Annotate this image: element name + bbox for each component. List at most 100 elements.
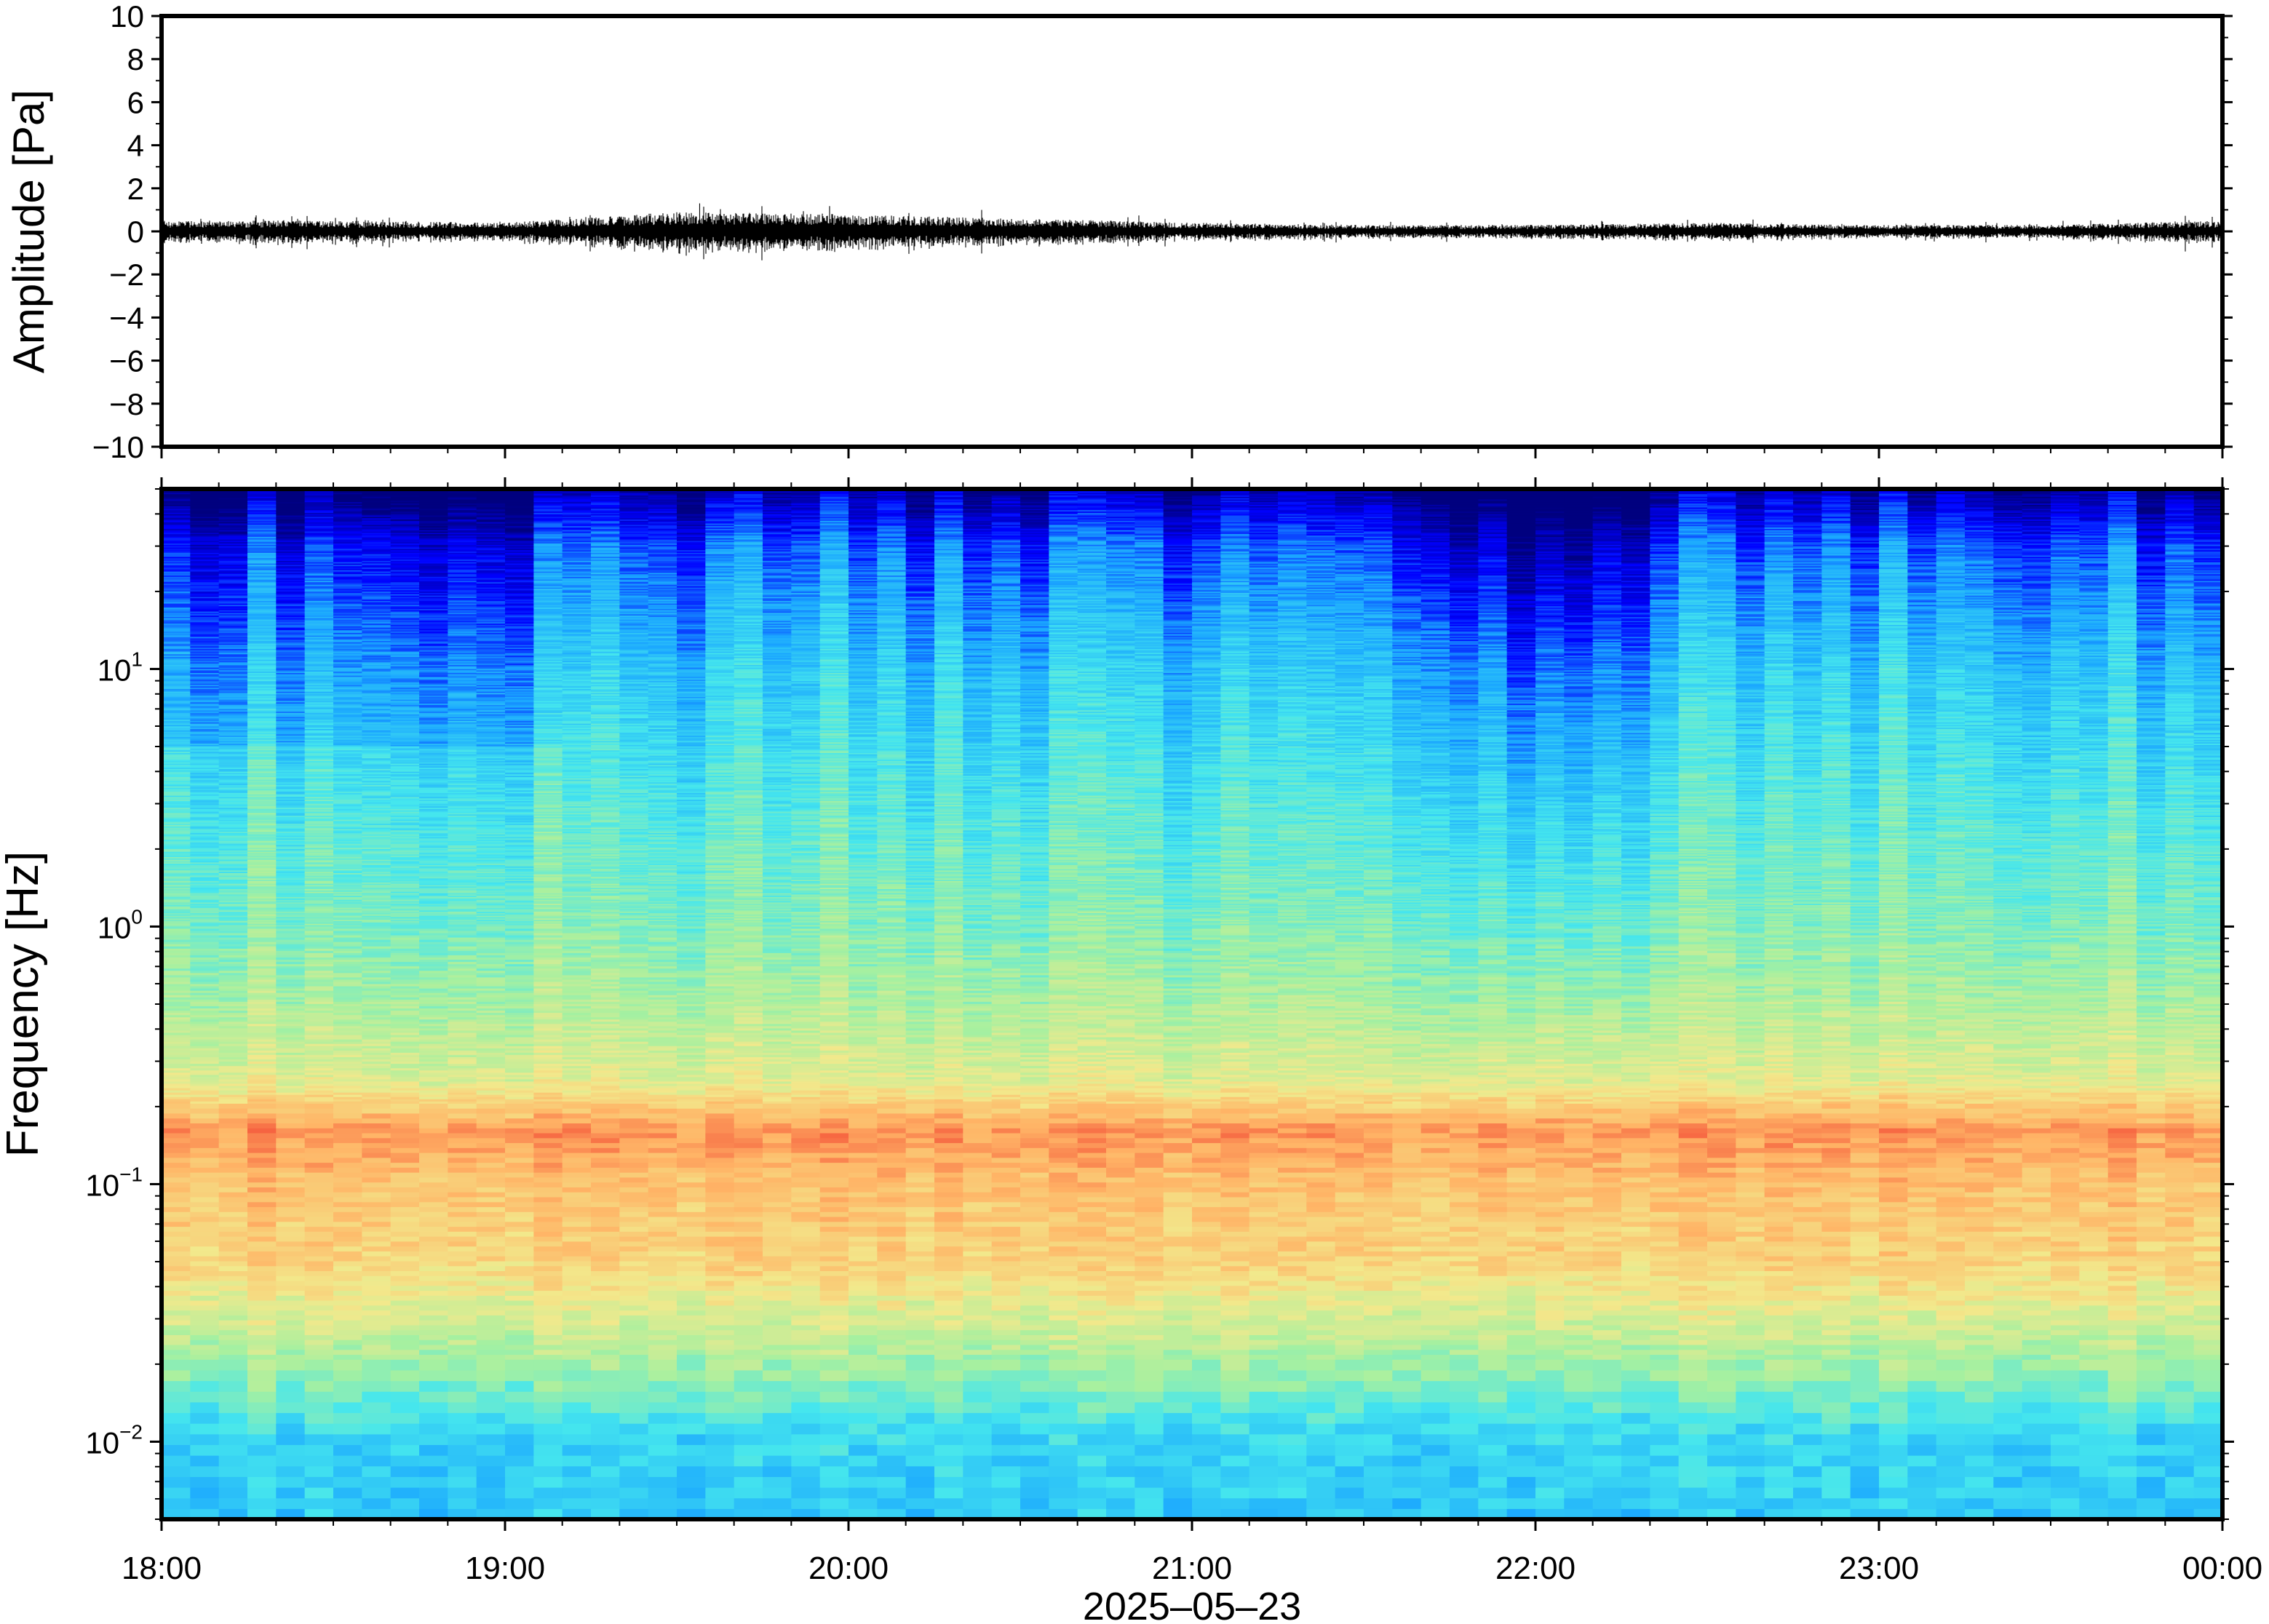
spectrogram-cell [1164,1391,1193,1402]
spectrogram-cell [1965,1498,1994,1509]
spectrogram-cell [276,1423,305,1434]
spectrogram-cell [362,1412,391,1423]
spectrogram-cell [1364,1444,1393,1455]
spectrogram-cell [1736,1455,1765,1466]
spectrogram-cell [2108,1476,2137,1487]
spectrogram-cell [362,1402,391,1413]
spectrogram-cell [1335,1391,1364,1402]
spectrogram-cell [1907,1444,1936,1455]
spectrogram-cell [1765,1487,1794,1498]
spectrogram-cell [1564,1487,1593,1498]
spectrogram-cell [791,1487,820,1498]
spectrogram-cell [705,1402,734,1413]
spectrogram-cell [1306,1466,1335,1477]
spectrogram-cell [190,1423,219,1434]
spectrogram-cell [563,1455,592,1466]
spectrogram-cell [1134,1423,1164,1434]
spectrogram-cell [1306,1434,1335,1445]
spectrogram-cell [1249,1444,1279,1455]
spectrogram-cell [1621,1402,1650,1413]
spectrogram-cell [992,1476,1021,1487]
spectrogram-cell [1164,1466,1193,1477]
spectrogram-cell [1736,1444,1765,1455]
spectrogram-cell [477,1434,506,1445]
spectrogram-cell [906,1498,935,1509]
spectrogram-cell [505,1498,534,1509]
spectrogram-cell [2051,1466,2080,1477]
spectrogram-cell [677,1476,706,1487]
spectrogram-cell [1020,1498,1049,1509]
spectrogram-cell [820,1455,849,1466]
spectrogram-cell [906,1466,935,1477]
spectrogram-cell [533,1402,563,1413]
spectrogram-cell [1965,1476,1994,1487]
spectrogram-cell [963,1455,992,1466]
spectrogram-cell [1421,1498,1450,1509]
spectrogram-cell [333,1498,362,1509]
spectrogram-cell [477,1423,506,1434]
spectrogram-cell [419,1455,448,1466]
spectrogram-cell [1364,1402,1393,1413]
spectrogram-cell [591,1423,620,1434]
spectrogram-cell [1020,1455,1049,1466]
amplitude-axis-label: Amplitude [Pa] [4,89,53,373]
spectrogram-cell [619,1434,648,1445]
spectrogram-cell [1450,1476,1479,1487]
spectrogram-cell [2165,1444,2194,1455]
spectrogram-cell [1736,1476,1765,1487]
spectrogram-cell [391,1402,420,1413]
spectrogram-cell [591,1391,620,1402]
spectrogram-cell [619,1487,648,1498]
spectrogram-cell [533,1487,563,1498]
spectrogram-cell [162,1434,191,1445]
spectrogram-cell [791,1434,820,1445]
spectrogram-cell [820,1412,849,1423]
spectrogram-cell [1249,1391,1279,1402]
spectrogram-cell [1134,1466,1164,1477]
spectrogram-cell [190,1487,219,1498]
spectrogram-cell [2194,1434,2223,1445]
spectrogram-cell [1392,1402,1421,1413]
spectrogram-cell [533,1444,563,1455]
spectrogram-cell [1335,1455,1364,1466]
spectrogram-cell [677,1455,706,1466]
spectrogram-cell [1907,1476,1936,1487]
spectrogram-cell [333,1412,362,1423]
spectrogram-cell [877,1487,906,1498]
spectrogram-cell [1421,1423,1450,1434]
spectrogram-cell [1679,1423,1708,1434]
spectrogram-cell [648,1434,677,1445]
spectrogram-cell [2194,1444,2223,1455]
spectrogram-cell [1821,1455,1851,1466]
spectrogram-cell [1278,1487,1307,1498]
spectrogram-cell [2108,1423,2137,1434]
spectrogram-cell [1507,1391,1536,1402]
spectrogram-cell [2022,1476,2051,1487]
spectrogram-cell [448,1391,477,1402]
spectrogram-cell [1650,1434,1679,1445]
spectrogram-cell [2079,1476,2108,1487]
spectrogram-cell [849,1402,878,1413]
spectrogram-cell [1478,1402,1507,1413]
spectrogram-cell [1879,1476,1908,1487]
spectrogram-cell [1106,1412,1135,1423]
spectrogram-cell [247,1476,277,1487]
spectrogram-cell [2108,1412,2137,1423]
spectrogram-cell [1650,1402,1679,1413]
spectrogram-cell [333,1487,362,1498]
spectrogram-cell [1793,1444,1822,1455]
spectrogram-cell [2022,1487,2051,1498]
spectrogram-cell [1278,1423,1307,1434]
spectrogram-cell [1278,1455,1307,1466]
spectrogram-cell [2194,1498,2223,1509]
spectrogram-cell [1821,1423,1851,1434]
spectrogram-cell [1450,1487,1479,1498]
spectrogram-cell [791,1412,820,1423]
spectrogram-cell [963,1412,992,1423]
spectrogram-cell [1535,1434,1565,1445]
spectrogram-cell [1621,1434,1650,1445]
spectrogram-cell [333,1455,362,1466]
spectrogram-cell [1306,1487,1335,1498]
spectrogram-cell [1049,1434,1078,1445]
